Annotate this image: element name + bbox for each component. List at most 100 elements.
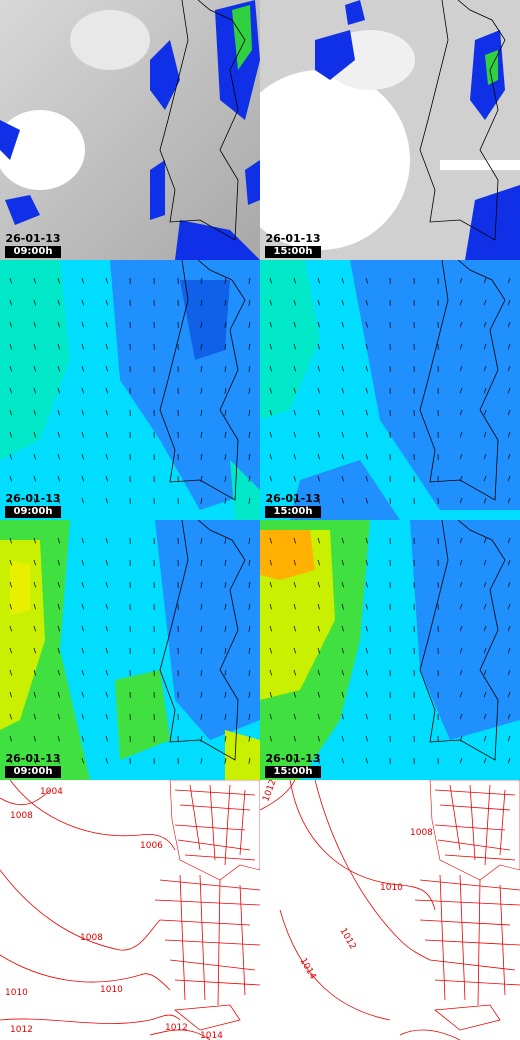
time-label: 15:00h [265, 766, 321, 778]
wind-arrow [459, 453, 463, 460]
wind-arrow [248, 431, 251, 438]
precip-map-1500: 26-01-13 15:00h [260, 0, 520, 260]
wind-arrow [365, 603, 368, 610]
isobar-label: 1014 [297, 957, 317, 982]
wind-arrow [459, 409, 463, 416]
wind-arrow [459, 387, 463, 394]
wind-arrow [483, 625, 487, 632]
wind-map-1500: 26-01-13 15:00h [260, 260, 520, 520]
wind-arrow [200, 713, 203, 720]
isobar-label: 1008 [410, 828, 433, 838]
wind-arrow [507, 497, 511, 504]
wind-arrow [293, 409, 296, 416]
wind-arrow [341, 559, 344, 566]
wind-arrow [293, 757, 296, 764]
timestamp: 26-01-13 15:00h [265, 752, 321, 778]
wind-arrow [81, 691, 84, 698]
wind-arrow [57, 603, 60, 610]
wind-arrow [269, 409, 272, 416]
wind-arrow [248, 735, 251, 742]
wind-arrow [105, 453, 108, 460]
wind-arrow [341, 365, 344, 372]
wind-arrow [105, 603, 108, 610]
wind-arrow [365, 581, 368, 588]
wind-arrow [269, 299, 272, 306]
wind-arrow [9, 387, 12, 394]
wind-arrow [317, 453, 320, 460]
wind-arrow [293, 299, 296, 306]
wind-arrow [105, 559, 108, 566]
wind-arrow [33, 691, 36, 698]
wind-arrow [105, 581, 108, 588]
wind-arrow [9, 691, 12, 698]
wind-arrow [483, 581, 487, 588]
wind-arrow [57, 343, 60, 350]
wind-arrow [33, 603, 36, 610]
wind-arrow [9, 669, 12, 676]
wind-arrow [33, 757, 36, 764]
wind-arrow [365, 277, 368, 284]
wind-arrow [57, 475, 60, 482]
wind-arrow [33, 581, 36, 588]
wind-arrow [365, 537, 368, 544]
date-label: 26-01-13 [265, 232, 321, 245]
wind-arrow [269, 365, 272, 372]
wind-arrow [224, 713, 227, 720]
wind-arrow [57, 735, 60, 742]
wind-arrow [507, 431, 511, 438]
wind-arrow [33, 277, 36, 284]
wind-arrow [224, 475, 227, 482]
date-label: 26-01-13 [5, 752, 61, 765]
isobar-label: 1012 [337, 927, 357, 952]
wind-arrow [9, 343, 12, 350]
wind-arrow [248, 603, 251, 610]
wind-arrow [105, 713, 108, 720]
wind-arrow [9, 299, 12, 306]
wind-arrow [317, 757, 320, 764]
wind-arrow [507, 559, 511, 566]
wind-arrow [293, 735, 296, 742]
wind-arrow [507, 409, 511, 416]
wind-arrow [9, 625, 12, 632]
wind-arrow [57, 409, 60, 416]
wind-arrow [248, 691, 251, 698]
wind-arrow [507, 387, 511, 394]
wind-arrow [200, 757, 203, 764]
wind-arrow [105, 387, 108, 394]
wind-arrow [248, 625, 251, 632]
wind-arrow [248, 647, 251, 654]
wind-arrow [293, 713, 296, 720]
wind-arrows [269, 537, 511, 764]
temperature-map-0900-graphic [0, 520, 260, 780]
wind-arrow [81, 625, 84, 632]
wind-arrow [483, 603, 487, 610]
wind-arrow [483, 409, 487, 416]
wind-arrow [483, 299, 487, 306]
isobar-label: 1010 [5, 988, 28, 998]
wind-arrow [507, 321, 511, 328]
wind-arrow [33, 647, 36, 654]
wind-arrow [105, 647, 108, 654]
wind-arrow [200, 343, 203, 350]
wind-arrow [33, 431, 36, 438]
wind-arrow [200, 581, 203, 588]
wind-arrow [269, 431, 272, 438]
wind-arrow [9, 453, 12, 460]
wind-arrow [57, 277, 60, 284]
wind-arrow [317, 277, 320, 284]
wind-arrow [483, 669, 487, 676]
wind-map-0900: 26-01-13 09:00h [0, 260, 260, 520]
wind-arrow [341, 431, 344, 438]
wind-arrow [459, 365, 463, 372]
wind-arrow [341, 757, 344, 764]
wind-arrow [317, 647, 320, 654]
isobar-map-1500: 1012 1008 1010 1012 1014 [260, 780, 520, 1040]
wind-arrow [341, 581, 344, 588]
wind-arrow [200, 409, 203, 416]
wind-arrow [365, 299, 368, 306]
wind-arrow [9, 475, 12, 482]
wind-arrow [81, 559, 84, 566]
wind-arrow [341, 321, 344, 328]
wind-arrow [248, 387, 251, 394]
wind-arrow [293, 365, 296, 372]
